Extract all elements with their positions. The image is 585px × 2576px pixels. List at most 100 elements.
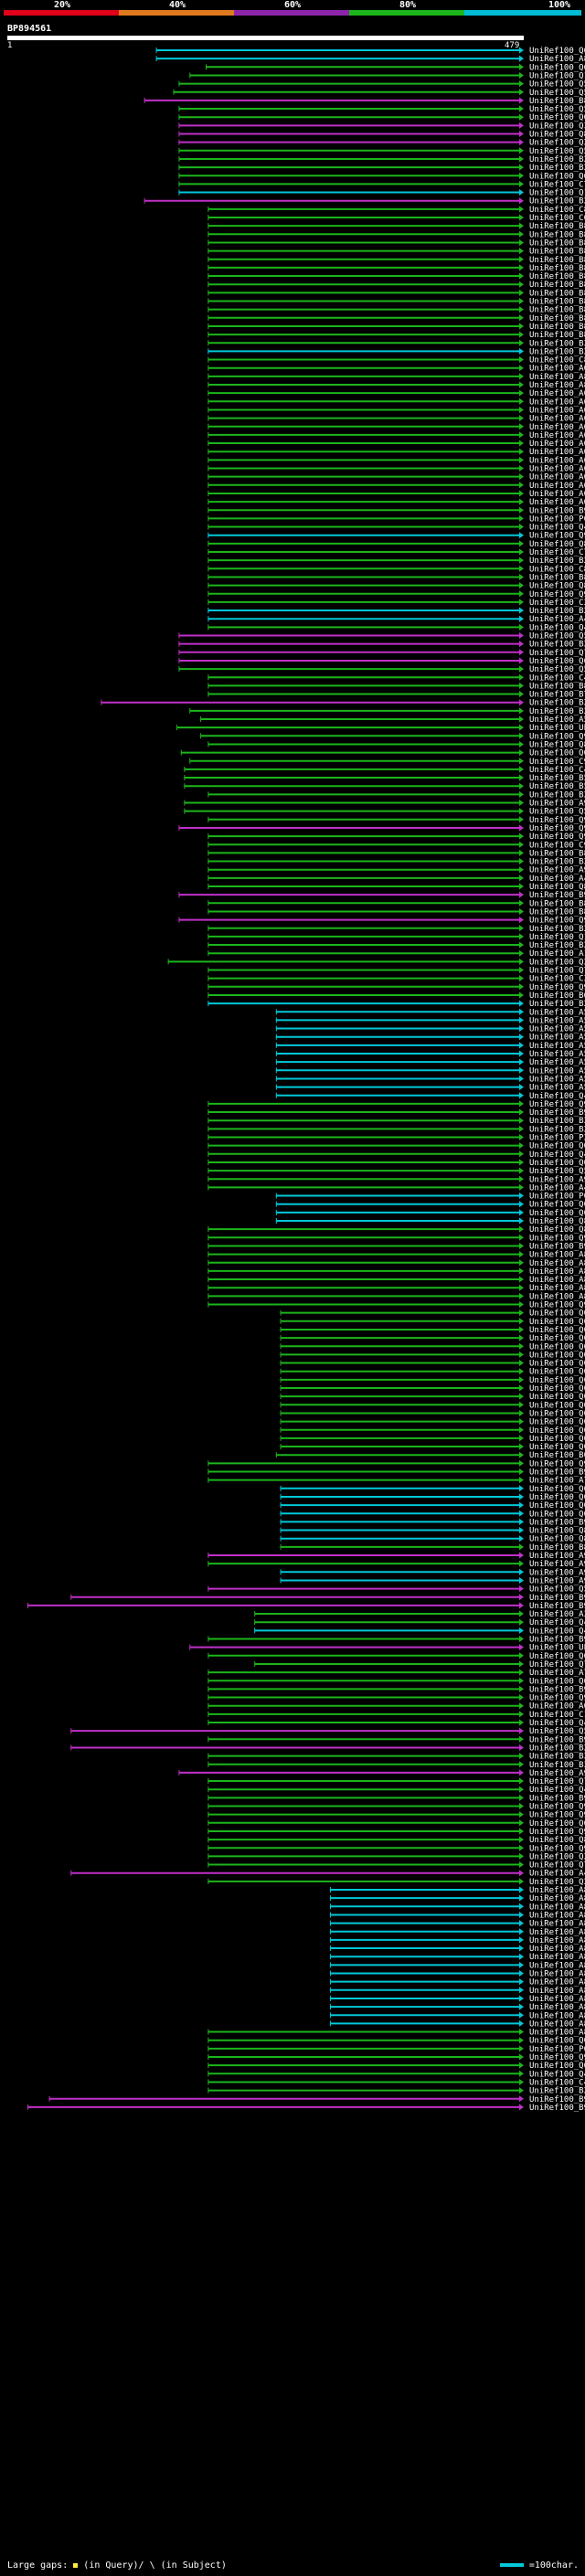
hit-row[interactable]: UniRef100_B8XEJ0 [207,849,585,858]
hit-row[interactable]: UniRef100_Q07174 [207,1677,585,1686]
hit-row[interactable]: UniRef100_A8W729 [207,1259,585,1268]
hit-label[interactable]: UniRef100_Q2ZGQ5 [529,958,585,967]
hit-row[interactable]: UniRef100_Q9S1S6 [207,532,585,541]
hit-row[interactable]: UniRef100_Q5QQ50 [178,632,585,641]
hit-label[interactable]: UniRef100_B2LUN5 [529,707,585,716]
hit-row[interactable]: UniRef100_B2KNV0 [207,557,585,566]
hit-row[interactable]: UniRef100_Q7X7E2 [207,1861,585,1871]
hit-row[interactable]: UniRef100_Q3FU06 [178,122,585,131]
hit-row[interactable]: UniRef100_UP1000.. [176,724,585,733]
hit-row[interactable]: UniRef100_A8W715 [329,1961,585,1970]
hit-label[interactable]: UniRef100_A0EQH5 [529,490,585,499]
hit-label[interactable]: UniRef100_A5Y377 [529,1034,585,1043]
hit-row[interactable]: UniRef100_A5Y372 [275,1050,585,1059]
hit-label[interactable]: UniRef100_B9SEJ8 [529,1242,585,1251]
hit-label[interactable]: UniRef100_A8W720 [529,2011,585,2020]
hit-label[interactable]: UniRef100_Q5K2R5 [529,1585,585,1595]
hit-row[interactable]: UniRef100_Q8LLD5 [207,1225,585,1235]
hit-label[interactable]: UniRef100_C7BW53 [529,180,585,189]
hit-label[interactable]: UniRef100_B8XEJ3 [529,306,585,315]
hit-label[interactable]: UniRef100_Q5NKR6 [529,665,585,674]
hit-label[interactable]: UniRef100_A8L6F5 [529,55,585,64]
hit-label[interactable]: UniRef100_C8CBK6 [529,356,585,366]
hit-row[interactable]: UniRef100_A9NWR8 [207,1560,585,1569]
hit-label[interactable]: UniRef100_B3SRP3 [529,1761,585,1770]
hit-label[interactable]: UniRef100_B8XE17 [529,573,585,582]
hit-row[interactable]: UniRef100_A0EQD6 [207,498,585,507]
hit-row[interactable]: UniRef100_B5THM6 [184,774,585,783]
hit-row[interactable]: UniRef100_Q8GT90 [280,1535,585,1544]
hit-row[interactable]: UniRef100_Q5NJ36 [184,808,585,817]
hit-label[interactable]: UniRef100_A9XT35 [529,1175,585,1184]
hit-label[interactable]: UniRef100_C4L164 [529,2078,585,2087]
hit-row[interactable]: UniRef100_P0C5D6 [207,2045,585,2054]
hit-row[interactable]: UniRef100_B8XEK3 [207,682,585,691]
hit-row[interactable]: UniRef100_Q071P7 [280,1418,585,1427]
hit-row[interactable]: UniRef100_B6U167 [207,991,585,1001]
hit-row[interactable]: UniRef100_B9EAY6 [207,506,585,515]
hit-label[interactable]: UniRef100_Q07159 [529,1209,585,1218]
hit-label[interactable]: UniRef100_Q8LLD5 [529,131,585,140]
hit-label[interactable]: UniRef100_Q071R2 [529,1351,585,1360]
hit-label[interactable]: UniRef100_Q7X9Q1 [529,967,585,976]
hit-row[interactable]: UniRef100_A0IJR0 [207,1702,585,1712]
hit-row[interactable]: UniRef100_B9GLF1 [48,2095,585,2104]
hit-label[interactable]: UniRef100_Q5NJ36 [529,808,585,817]
hit-label[interactable]: UniRef100_A0EQK5 [529,423,585,432]
hit-label[interactable]: UniRef100_B2CP00 [529,607,585,616]
hit-label[interactable]: UniRef100_A8W729 [529,1259,585,1268]
hit-label[interactable]: UniRef100_A5Y374 [529,1042,585,1051]
hit-row[interactable]: UniRef100_Q5NKR6 [178,665,585,674]
hit-row[interactable]: UniRef100_B8XE17 [207,573,585,582]
hit-label[interactable]: UniRef100_B8XEK2 [529,239,585,248]
hit-row[interactable]: UniRef100_B2Z9V0 [70,1744,585,1753]
hit-row[interactable]: UniRef100_A0EQS9 [207,365,585,374]
hit-label[interactable]: UniRef100_A8W716 [529,1920,585,1929]
hit-row[interactable]: UniRef100_A8W725 [207,1284,585,1293]
hit-label[interactable]: UniRef100_A5Y362 [529,1084,585,1093]
hit-row[interactable]: UniRef100_Q7X9Q1 [207,967,585,976]
hit-label[interactable]: UniRef100_Q9MAW6 [529,1828,585,1837]
hit-row[interactable]: UniRef100_C7BW54 [207,548,585,557]
hit-row[interactable]: UniRef100_A1YZE0 [207,949,585,959]
hit-row[interactable]: UniRef100_C7BW53 [178,180,585,189]
hit-label[interactable]: UniRef100_B9LJY8 [529,1735,585,1744]
hit-row[interactable]: UniRef100_Q8H842 [207,582,585,591]
hit-label[interactable]: UniRef100_A8W724 [529,1292,585,1301]
hit-row[interactable]: UniRef100_A0EQH3 [207,431,585,440]
hit-label[interactable]: UniRef100_Q8GT90 [529,1535,585,1544]
hit-label[interactable]: UniRef100_A5Y364 [529,1075,585,1084]
hit-row[interactable]: UniRef100_A0EQK8 [207,406,585,415]
hit-row[interactable]: UniRef100_B2CP03 [207,2087,585,2096]
hit-row[interactable]: UniRef100_B2KNZ9 [178,164,585,173]
hit-row[interactable]: UniRef100_B9VJT3 [27,1602,585,1611]
hit-row[interactable]: UniRef100_Q9MAQ9 [207,590,585,599]
hit-row[interactable]: UniRef100_Q2WGB1 [207,1852,585,1861]
hit-label[interactable]: UniRef100_B8XEK5 [529,230,585,239]
hit-label[interactable]: UniRef100_Q071R9 [529,1326,585,1335]
hit-row[interactable]: UniRef100_B9V9J1 [280,1518,585,1527]
hit-label[interactable]: UniRef100_C7BW54 [529,548,585,557]
hit-row[interactable]: UniRef100_Q9ZQ98 [207,1459,585,1468]
hit-row[interactable]: UniRef100_A8W720 [329,2011,585,2020]
hit-row[interactable]: UniRef100_A8W707 [329,2003,585,2012]
hit-row[interactable]: UniRef100_A5Y378 [275,1025,585,1034]
hit-label[interactable]: UniRef100_Q071Q0 [529,1485,585,1494]
hit-label[interactable]: UniRef100_B8XE18 [529,97,585,106]
hit-label[interactable]: UniRef100_A8W708 [529,1928,585,1937]
hit-label[interactable]: UniRef100_Q4VTT6 [529,1618,585,1627]
hit-label[interactable]: UniRef100_A8W707 [529,2003,585,2012]
hit-label[interactable]: UniRef100_A9NWW7 [529,800,585,809]
hit-row[interactable]: UniRef100_B8XEK9 [207,222,585,231]
hit-label[interactable]: UniRef100_B8XEJ6 [529,281,585,290]
hit-label[interactable]: UniRef100_A0EQG8 [529,456,585,465]
hit-row[interactable]: UniRef100_B2KNV3 [207,1000,585,1009]
hit-row[interactable]: UniRef100_Q6L798 [178,172,585,181]
hit-row[interactable]: UniRef100_A9NWU0 [178,1769,585,1778]
hit-row[interactable]: UniRef100_Q071T5 [280,1493,585,1502]
hit-row[interactable]: UniRef100_Q9SL56 [178,824,585,833]
hit-row[interactable]: UniRef100_P0C5D5 [207,514,585,524]
hit-label[interactable]: UniRef100_Q43847 [529,1719,585,1728]
hit-row[interactable]: UniRef100_Q07177 [207,1142,585,1151]
hit-row[interactable]: UniRef100_A8W709 [329,2019,585,2029]
